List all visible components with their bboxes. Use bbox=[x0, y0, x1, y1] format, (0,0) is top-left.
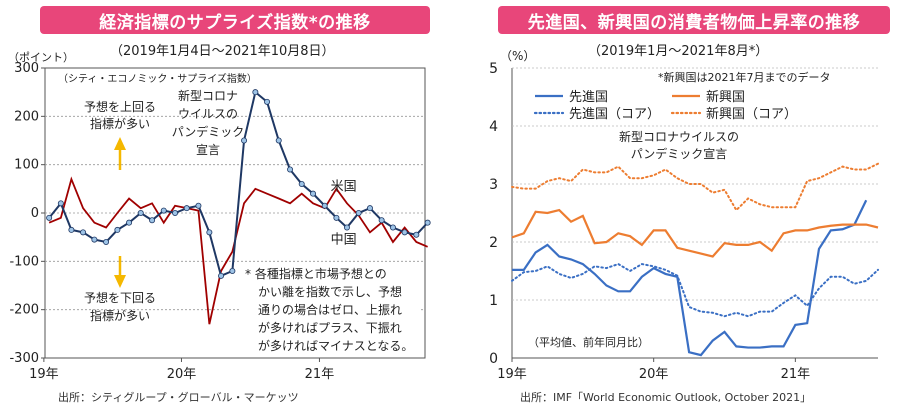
down-note-line1: 予想を下回る bbox=[84, 290, 156, 305]
us-data-point bbox=[275, 137, 282, 144]
legend-label: 新興国（コア） bbox=[706, 106, 797, 122]
footnote-line: が多ければプラス、下振れ bbox=[258, 320, 402, 335]
left-covid-note-line: 宣言 bbox=[196, 142, 220, 157]
us-data-point bbox=[68, 226, 75, 233]
right-x-tick-label: 21年 bbox=[781, 367, 811, 382]
left-covid-note-line: パンデミック bbox=[172, 124, 245, 139]
footnote-line: 通りの場合はゼロ、上振れ bbox=[258, 302, 402, 317]
us-data-point bbox=[160, 207, 167, 214]
left-y-tick-label: 300 bbox=[14, 61, 39, 76]
up-note-line2: 指標が多い bbox=[90, 116, 150, 131]
series-line-emerging-core bbox=[511, 162, 879, 212]
us-data-point bbox=[172, 209, 179, 216]
right-chart-title: 先進国、新興国の消費者物価上昇率の推移 bbox=[498, 6, 890, 34]
series-line-us bbox=[48, 90, 429, 278]
left-source-note: 出所：シティグループ・グローバル・マーケッツ bbox=[58, 391, 299, 404]
us-data-point bbox=[333, 214, 340, 221]
us-data-point bbox=[366, 205, 373, 212]
left-inner-label: （シティ・エコノミック・サプライズ指数） bbox=[58, 72, 257, 85]
us-data-point bbox=[241, 137, 248, 144]
left-y-tick-label: -100 bbox=[9, 254, 39, 269]
right-average-note: （平均値、前年同月比） bbox=[528, 335, 649, 349]
us-data-point bbox=[183, 205, 190, 212]
us-data-point bbox=[114, 226, 121, 233]
series-line-advanced bbox=[512, 199, 868, 357]
left-y-tick-label: 0 bbox=[31, 206, 39, 221]
right-chart-subtitle: （2019年1月～2021年8月*） bbox=[588, 44, 769, 59]
right-y-unit: （%） bbox=[500, 49, 535, 63]
us-data-point bbox=[343, 224, 350, 231]
us-data-point bbox=[355, 209, 362, 216]
us-data-point bbox=[287, 166, 294, 173]
footnote-box bbox=[240, 263, 420, 356]
us-data-point bbox=[46, 214, 53, 221]
footnote-line: * 各種指標と市場予想との bbox=[245, 266, 387, 281]
left-x-tick-label: 20年 bbox=[167, 367, 197, 382]
left-chart-subtitle: （2019年1月4日～2021年10月8日） bbox=[110, 44, 335, 59]
us-data-point bbox=[424, 219, 431, 226]
us-data-point bbox=[137, 209, 144, 216]
us-data-point bbox=[57, 200, 64, 207]
us-data-point bbox=[126, 219, 133, 226]
legend-label: 新興国 bbox=[706, 89, 745, 105]
right-x-tick-label: 19年 bbox=[497, 367, 527, 382]
left-y-tick-label: 100 bbox=[14, 158, 39, 173]
us-data-point bbox=[149, 217, 156, 224]
series-label-china: 中国 bbox=[331, 233, 357, 248]
us-data-point bbox=[310, 190, 317, 197]
down-note-line2: 指標が多い bbox=[90, 308, 150, 323]
right-note: *新興国は2021年7月までのデータ bbox=[658, 70, 831, 84]
us-data-point bbox=[252, 89, 259, 96]
left-covid-note-line: 新型コロナ bbox=[178, 88, 238, 103]
us-data-point bbox=[298, 180, 305, 187]
us-data-point bbox=[401, 229, 408, 236]
series-line-advanced-core bbox=[511, 262, 879, 318]
us-data-point bbox=[103, 238, 110, 245]
us-data-point bbox=[389, 224, 396, 231]
left-x-tick-label: 21年 bbox=[305, 367, 335, 382]
right-y-tick-label: 4 bbox=[489, 119, 498, 135]
right-y-tick-label: 0 bbox=[489, 351, 498, 367]
us-data-point bbox=[91, 236, 98, 243]
left-y-tick-label: -200 bbox=[9, 303, 39, 318]
up-arrow-icon bbox=[114, 137, 126, 150]
series-line-china bbox=[48, 176, 428, 325]
footnote-line: かい離を指数で示し、予想 bbox=[258, 284, 402, 299]
us-data-point bbox=[264, 98, 271, 105]
us-data-point bbox=[218, 272, 225, 279]
right-x-tick-label: 20年 bbox=[639, 367, 669, 382]
left-chart-title: 経済指標のサプライズ指数*の推移 bbox=[40, 6, 430, 34]
up-note-line1: 予想を上回る bbox=[84, 99, 156, 114]
us-data-point bbox=[378, 217, 385, 224]
right-covid-note-line: 新型コロナウイルスの bbox=[619, 129, 739, 144]
left-y-tick-label: 200 bbox=[14, 109, 39, 124]
right-y-tick-label: 3 bbox=[489, 177, 498, 193]
right-covid-note-line: パンデミック宣言 bbox=[631, 146, 728, 161]
left-y-tick-label: -300 bbox=[9, 351, 39, 366]
us-data-point bbox=[195, 202, 202, 209]
right-y-tick-label: 5 bbox=[489, 61, 498, 77]
us-data-point bbox=[229, 267, 236, 274]
us-data-point bbox=[206, 229, 213, 236]
us-data-point bbox=[80, 229, 87, 236]
us-data-point bbox=[413, 231, 420, 238]
left-x-tick-label: 19年 bbox=[29, 367, 59, 382]
left-covid-note-line: ウイルスの bbox=[178, 107, 238, 121]
legend-label: 先進国（コア） bbox=[569, 107, 660, 122]
footnote-line: が多ければマイナスとなる。 bbox=[258, 338, 413, 353]
us-data-point bbox=[321, 202, 328, 209]
left-y-unit: （ポイント） bbox=[8, 51, 74, 64]
down-arrow-icon bbox=[114, 275, 126, 288]
right-y-tick-label: 2 bbox=[489, 235, 498, 251]
right-source-note: 出所：IMF「World Economic Outlook, October 2… bbox=[520, 391, 812, 404]
series-label-us: 米国 bbox=[331, 179, 357, 194]
series-line-emerging bbox=[511, 208, 879, 258]
legend-label: 先進国 bbox=[569, 90, 608, 105]
right-y-tick-label: 1 bbox=[489, 293, 498, 309]
